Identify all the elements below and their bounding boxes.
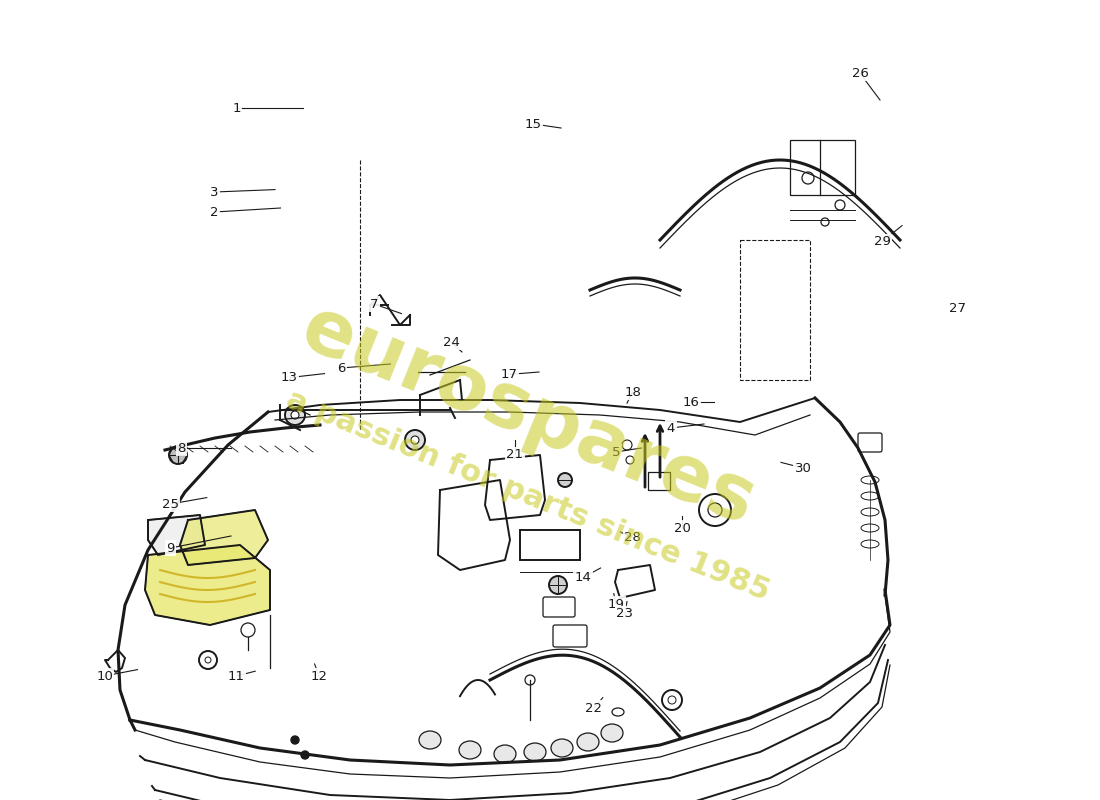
- Circle shape: [621, 440, 632, 450]
- Circle shape: [411, 436, 419, 444]
- Text: 20: 20: [673, 522, 691, 534]
- Circle shape: [668, 696, 676, 704]
- Text: 27: 27: [948, 302, 966, 314]
- Circle shape: [698, 494, 732, 526]
- Ellipse shape: [419, 731, 441, 749]
- Text: 21: 21: [506, 448, 524, 461]
- Text: 25: 25: [162, 498, 179, 510]
- Circle shape: [525, 675, 535, 685]
- Circle shape: [821, 218, 829, 226]
- Text: 16: 16: [682, 396, 700, 409]
- FancyBboxPatch shape: [648, 472, 670, 490]
- Circle shape: [285, 405, 305, 425]
- Text: 8: 8: [177, 442, 186, 454]
- FancyBboxPatch shape: [790, 140, 855, 195]
- Circle shape: [241, 623, 255, 637]
- Ellipse shape: [494, 745, 516, 763]
- Text: 17: 17: [500, 368, 518, 381]
- Text: 13: 13: [280, 371, 298, 384]
- Circle shape: [708, 503, 722, 517]
- Text: 4: 4: [667, 422, 675, 434]
- FancyBboxPatch shape: [543, 597, 575, 617]
- Text: 11: 11: [228, 670, 245, 682]
- Polygon shape: [145, 545, 270, 625]
- Text: 2: 2: [210, 206, 219, 218]
- Text: 12: 12: [310, 670, 328, 682]
- Ellipse shape: [612, 708, 624, 716]
- Circle shape: [802, 172, 814, 184]
- Ellipse shape: [551, 739, 573, 757]
- Text: 22: 22: [585, 702, 603, 714]
- Circle shape: [199, 651, 217, 669]
- Text: 19: 19: [607, 598, 625, 610]
- Text: 10: 10: [96, 670, 113, 682]
- Ellipse shape: [861, 540, 879, 548]
- FancyBboxPatch shape: [553, 625, 587, 647]
- Text: 7: 7: [370, 298, 378, 310]
- Text: 6: 6: [337, 362, 345, 374]
- Ellipse shape: [524, 743, 546, 761]
- Polygon shape: [180, 510, 268, 565]
- Circle shape: [835, 200, 845, 210]
- Text: 3: 3: [210, 186, 219, 198]
- Text: 18: 18: [624, 386, 641, 398]
- Text: a passion for parts since 1985: a passion for parts since 1985: [282, 386, 774, 606]
- Text: 1: 1: [232, 102, 241, 114]
- Text: 24: 24: [442, 336, 460, 349]
- Circle shape: [169, 446, 187, 464]
- Text: 23: 23: [616, 607, 634, 620]
- Circle shape: [549, 576, 566, 594]
- Text: 9: 9: [166, 542, 175, 554]
- Ellipse shape: [861, 492, 879, 500]
- Circle shape: [558, 473, 572, 487]
- Polygon shape: [148, 515, 205, 555]
- Text: eurospares: eurospares: [290, 291, 766, 541]
- Ellipse shape: [861, 476, 879, 484]
- Text: 28: 28: [624, 531, 641, 544]
- FancyBboxPatch shape: [520, 530, 580, 560]
- Ellipse shape: [861, 508, 879, 516]
- Circle shape: [205, 657, 211, 663]
- Text: 30: 30: [794, 462, 812, 474]
- Ellipse shape: [601, 724, 623, 742]
- Ellipse shape: [578, 733, 600, 751]
- Circle shape: [292, 736, 299, 744]
- Circle shape: [662, 690, 682, 710]
- Ellipse shape: [861, 524, 879, 532]
- Text: 14: 14: [574, 571, 592, 584]
- FancyBboxPatch shape: [858, 433, 882, 452]
- Ellipse shape: [459, 741, 481, 759]
- Text: 5: 5: [612, 446, 620, 458]
- Circle shape: [405, 430, 425, 450]
- Circle shape: [626, 456, 634, 464]
- Circle shape: [292, 411, 299, 419]
- Text: 15: 15: [525, 118, 542, 130]
- Circle shape: [301, 751, 309, 759]
- Text: 26: 26: [851, 67, 869, 80]
- Text: 29: 29: [873, 235, 891, 248]
